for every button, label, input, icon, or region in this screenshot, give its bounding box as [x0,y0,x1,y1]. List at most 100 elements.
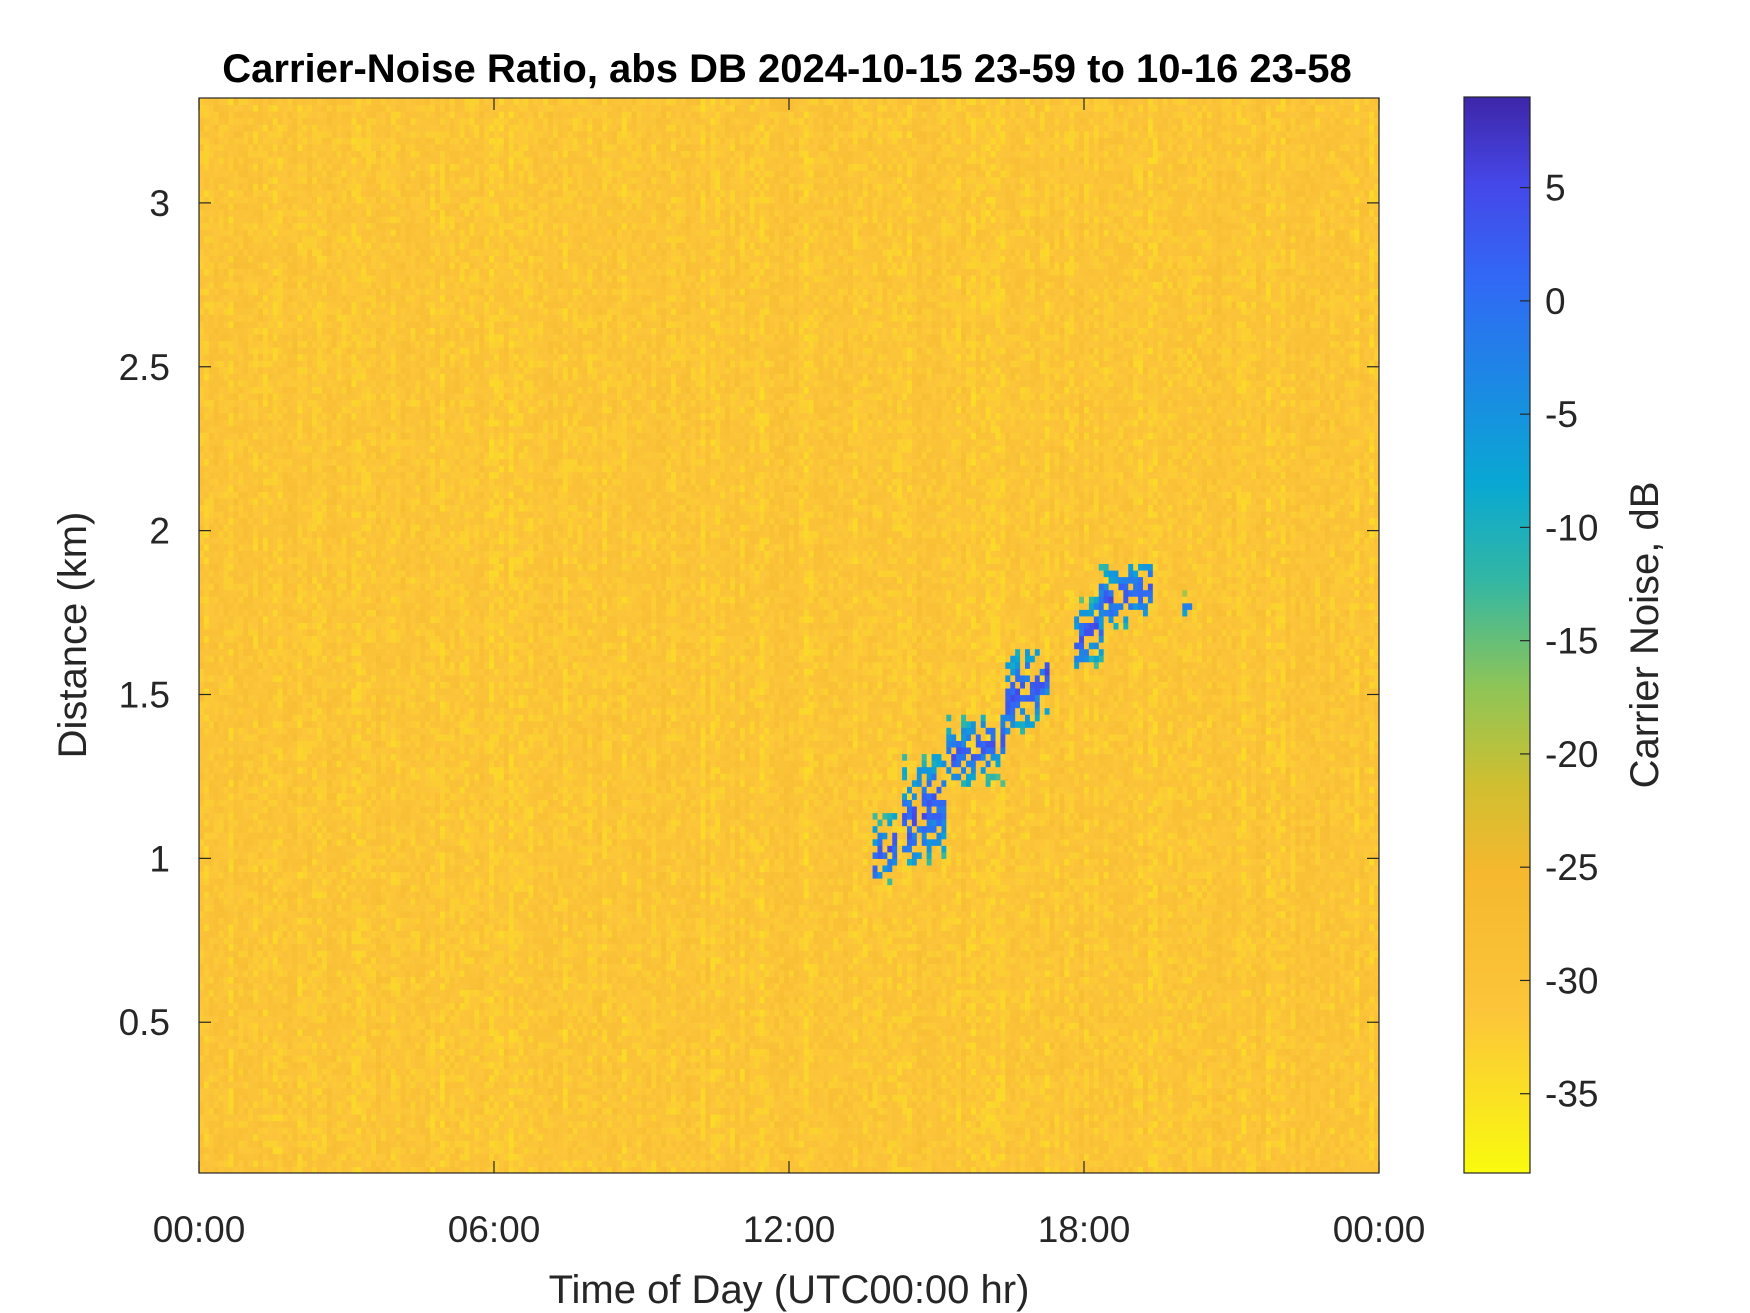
heatmap-cell [317,1048,323,1055]
heatmap-cell [297,819,303,826]
heatmap-cell [268,596,274,603]
heatmap-cell [204,832,210,839]
heatmap-cell [312,190,318,197]
heatmap-cell [283,832,289,839]
heatmap-cell [347,1114,353,1121]
heatmap-cell [258,465,264,472]
heatmap-cell [337,524,343,531]
heatmap-cell [219,609,225,616]
heatmap-cell [238,609,244,616]
heatmap-cell [297,1009,303,1016]
heatmap-cell [278,767,284,774]
heatmap-cell [307,367,313,374]
heatmap-cell [327,105,333,112]
heatmap-cell [312,773,318,780]
heatmap-cell [263,1121,269,1128]
heatmap-cell [337,1055,343,1062]
heatmap-cell [268,636,274,643]
heatmap-cell [268,216,274,223]
heatmap-cell [224,826,230,833]
heatmap-cell [248,636,254,643]
heatmap-cell [229,603,235,610]
heatmap-cell [263,229,269,236]
heatmap-cell [253,1048,259,1055]
heatmap-cell [302,196,308,203]
heatmap-cell [258,760,264,767]
heatmap-cell [238,996,244,1003]
heatmap-cell [253,911,259,918]
heatmap-cell [312,1009,318,1016]
heatmap-cell [209,740,215,747]
heatmap-cell [322,793,328,800]
heatmap-cell [332,268,338,275]
heatmap-cell [229,124,235,131]
heatmap-cell [238,924,244,931]
heatmap-cell [322,767,328,774]
heatmap-cell [322,780,328,787]
heatmap-cell [342,275,348,282]
heatmap-cell [317,373,323,380]
heatmap-cell [292,1107,298,1114]
heatmap-cell [283,406,289,413]
heatmap-cell [347,996,353,1003]
heatmap-cell [283,858,289,865]
heatmap-cell [327,341,333,348]
heatmap-cell [297,511,303,518]
heatmap-cell [327,223,333,230]
heatmap-cell [238,367,244,374]
heatmap-cell [253,950,259,957]
heatmap-cell [273,629,279,636]
heatmap-cell [312,786,318,793]
heatmap-cell [258,445,264,452]
heatmap-cell [302,1048,308,1055]
heatmap-cell [292,111,298,118]
heatmap-cell [248,131,254,138]
heatmap-cell [229,649,235,656]
heatmap-cell [283,819,289,826]
heatmap-cell [209,668,215,675]
heatmap-cell [317,131,323,138]
heatmap-cell [229,773,235,780]
heatmap-cell [317,1055,323,1062]
heatmap-cell [229,806,235,813]
heatmap-cell [263,380,269,387]
heatmap-cell [283,1042,289,1049]
heatmap-cell [283,439,289,446]
heatmap-cell [327,170,333,177]
heatmap-cell [342,524,348,531]
heatmap-cell [219,400,225,407]
heatmap-cell [317,577,323,584]
heatmap-cell [199,865,205,872]
heatmap-cell [283,445,289,452]
heatmap-cell [238,760,244,767]
heatmap-cell [258,871,264,878]
heatmap-cell [229,734,235,741]
heatmap-cell [243,1035,249,1042]
heatmap-cell [248,753,254,760]
heatmap-cell [332,590,338,597]
heatmap-cell [322,380,328,387]
heatmap-cell [253,288,259,295]
heatmap-cell [263,753,269,760]
heatmap-cell [248,1114,254,1121]
heatmap-cell [332,1042,338,1049]
heatmap-cell [292,1121,298,1128]
heatmap-cell [248,694,254,701]
heatmap-cell [253,236,259,243]
heatmap-cell [204,511,210,518]
heatmap-cell [342,1016,348,1023]
heatmap-cell [243,694,249,701]
heatmap-cell [288,459,294,466]
heatmap-cell [327,360,333,367]
heatmap-cell [229,1153,235,1160]
heatmap-cell [327,622,333,629]
heatmap-cell [238,432,244,439]
heatmap-cell [258,432,264,439]
heatmap-cell [268,826,274,833]
heatmap-cell [229,1062,235,1069]
heatmap-cell [327,1042,333,1049]
heatmap-cell [224,354,230,361]
heatmap-cell [288,917,294,924]
heatmap-cell [214,885,220,892]
heatmap-cell [253,150,259,157]
